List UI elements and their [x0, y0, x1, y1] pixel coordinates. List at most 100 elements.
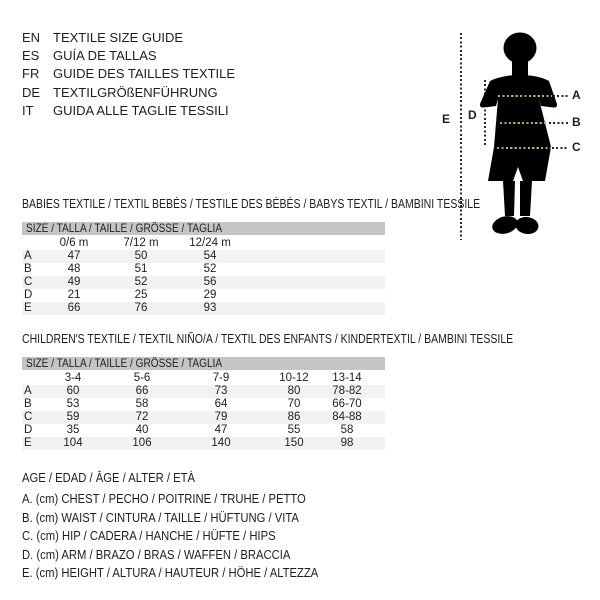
empty-cell: [22, 371, 46, 385]
table-row: B 48 51 52: [22, 263, 385, 276]
value-cell: 40: [135, 424, 149, 436]
value-cell: 58: [135, 398, 149, 410]
value-cell: 53: [66, 398, 80, 410]
table-row: E 104 106 140 150 98: [22, 437, 385, 450]
language-row: EN TEXTILE SIZE GUIDE: [22, 29, 235, 47]
table-row: B 53 58 64 70 66-70: [22, 398, 385, 411]
dotted-line-extension: [552, 147, 568, 149]
value-cell: 29: [203, 289, 217, 301]
value-cell: 93: [203, 302, 217, 314]
legend-item-text: B. (cm) WAIST / CINTURA / TAILLE / HÜFTU…: [22, 510, 299, 525]
babies-size-header-bar: SIZE / TALLA / TAILLE / GRÖSSE / TAGLIA: [22, 222, 385, 235]
value-cell: 52: [203, 263, 217, 275]
row-label: C: [24, 411, 33, 423]
value-cell: 21: [67, 289, 81, 301]
babies-section-title: BABIES TEXTILE / TEXTIL BEBÉS / TESTILE …: [22, 198, 480, 211]
value-cell: 104: [63, 437, 83, 449]
value-cell: 47: [67, 250, 81, 262]
value-cell: 35: [66, 424, 80, 436]
value-cell: 72: [135, 411, 149, 423]
legend-item-hip: C. (cm) HIP / CADERA / HANCHE / HÜFTE / …: [22, 527, 351, 545]
value-cell: 106: [132, 437, 152, 449]
language-code: FR: [22, 66, 40, 82]
column-header: 3-4: [64, 372, 82, 384]
table-row: D 21 25 29: [22, 289, 385, 302]
size-header-text: SIZE / TALLA / TAILLE / GRÖSSE / TAGLIA: [26, 221, 223, 235]
value-cell: 51: [134, 263, 148, 275]
size-header-text: SIZE / TALLA / TAILLE / GRÖSSE / TAGLIA: [26, 356, 223, 370]
empty-cell: [240, 276, 385, 289]
children-column-header-row: 3-4 5-6 7-9 10-12 13-14: [22, 371, 385, 385]
children-section-title: CHILDREN'S TEXTILE / TEXTIL NIÑO/A / TEX…: [22, 333, 513, 346]
value-cell: 66: [135, 385, 149, 397]
table-row: C 59 72 79 86 84-88: [22, 411, 385, 424]
table-row: D 35 40 47 55 58: [22, 424, 385, 437]
language-row: DE TEXTILGRÖßENFÜHRUNG: [22, 84, 235, 102]
value-cell: 76: [134, 302, 148, 314]
measure-label-a: A: [572, 88, 581, 102]
empty-cell: [240, 236, 385, 250]
empty-cell: [364, 424, 385, 437]
empty-cell: [22, 236, 46, 250]
legend-item-text: E. (cm) HEIGHT / ALTURA / HAUTEUR / HÖHE…: [22, 566, 319, 581]
value-cell: 66-70: [332, 398, 362, 410]
row-label: E: [24, 437, 32, 449]
empty-cell: [364, 398, 385, 411]
value-cell: 59: [66, 411, 80, 423]
table-row: A 47 50 54: [22, 250, 385, 263]
child-silhouette: [479, 32, 558, 235]
legend-item-text: C. (cm) HIP / CADERA / HANCHE / HÜFTE / …: [22, 529, 276, 544]
value-cell: 79: [214, 411, 228, 423]
legend-item-waist: B. (cm) WAIST / CINTURA / TAILLE / HÜFTU…: [22, 509, 351, 527]
row-label: E: [24, 302, 32, 314]
row-label: D: [24, 289, 33, 301]
value-cell: 25: [134, 289, 148, 301]
children-table: 3-4 5-6 7-9 10-12 13-14 A 60 66 73 80 78…: [22, 371, 385, 450]
empty-cell: [364, 437, 385, 450]
column-header: 7-9: [212, 372, 230, 384]
value-cell: 56: [203, 276, 217, 288]
column-header: 10-12: [279, 372, 309, 384]
measurement-figure: E D A B C: [440, 28, 596, 244]
children-size-header-bar: SIZE / TALLA / TAILLE / GRÖSSE / TAGLIA: [22, 357, 385, 370]
empty-cell: [364, 371, 385, 385]
empty-cell: [240, 289, 385, 302]
empty-cell: [240, 250, 385, 263]
language-title: GUÍA DE TALLAS: [53, 48, 157, 64]
age-legend-line: AGE / EDAD / ÂGE / ALTER / ETÀ: [22, 469, 351, 487]
measure-label-e: E: [442, 112, 451, 126]
language-row: IT GUIDA ALLE TAGLIE TESSILI: [22, 102, 235, 120]
children-section: CHILDREN'S TEXTILE / TEXTIL NIÑO/A / TEX…: [22, 333, 513, 450]
height-measure-line-e: [460, 33, 462, 240]
language-title: GUIDA ALLE TAGLIE TESSILI: [53, 102, 229, 118]
empty-cell: [240, 263, 385, 276]
measure-label-d: D: [468, 108, 477, 122]
column-header: 0/6 m: [59, 237, 89, 249]
row-label: B: [24, 398, 32, 410]
row-label: D: [24, 424, 33, 436]
language-code: IT: [22, 102, 34, 118]
column-header: 7/12 m: [123, 237, 159, 249]
row-label: A: [24, 250, 32, 262]
table-row: C 49 52 56: [22, 276, 385, 289]
column-header: 13-14: [332, 372, 362, 384]
dotted-line-on-body: [497, 147, 551, 149]
language-code: ES: [22, 48, 40, 64]
legend-item-text: A. (cm) CHEST / PECHO / POITRINE / TRUHE…: [22, 492, 306, 507]
babies-table: 0/6 m 7/12 m 12/24 m A 47 50 54 B 48 5: [22, 236, 385, 315]
value-cell: 78-82: [332, 385, 362, 397]
value-cell: 150: [284, 437, 304, 449]
value-cell: 60: [66, 385, 80, 397]
language-title: TEXTILGRÖßENFÜHRUNG: [53, 84, 218, 100]
language-row: FR GUIDE DES TAILLES TEXTILE: [22, 65, 235, 83]
babies-section-title-text: BABIES TEXTILE / TEXTIL BEBÉS / TESTILE …: [22, 197, 481, 211]
age-legend-text: AGE / EDAD / ÂGE / ALTER / ETÀ: [22, 471, 195, 485]
column-header: 5-6: [133, 372, 151, 384]
babies-column-header-row: 0/6 m 7/12 m 12/24 m: [22, 236, 385, 250]
value-cell: 55: [287, 424, 301, 436]
empty-cell: [364, 411, 385, 424]
measurement-legend: AGE / EDAD / ÂGE / ALTER / ETÀ A. (cm) C…: [22, 469, 351, 582]
row-label: A: [24, 385, 32, 397]
row-label: C: [24, 276, 33, 288]
